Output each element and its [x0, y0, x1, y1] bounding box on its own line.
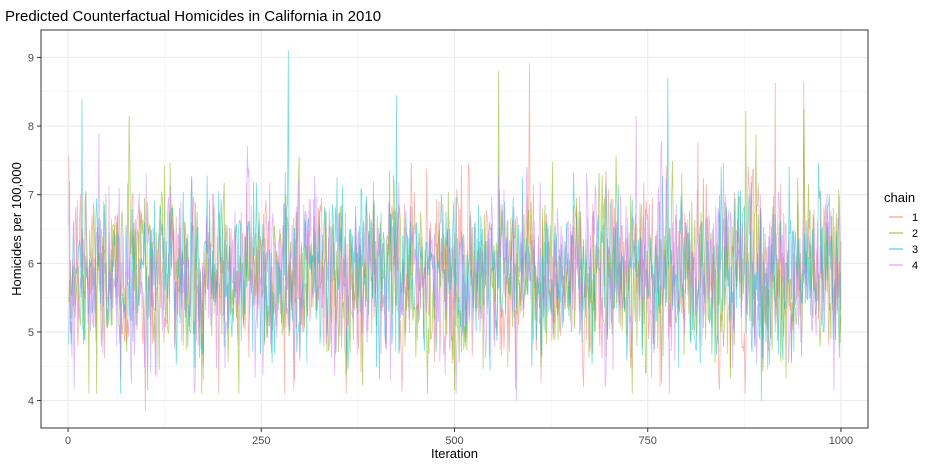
y-tick-label: 4: [28, 396, 34, 408]
y-tick-label: 9: [28, 52, 34, 64]
trace-line-chain-4: [68, 115, 842, 401]
x-tick-label: 750: [639, 435, 657, 447]
x-tick-label: 500: [445, 435, 463, 447]
y-axis: 4 5 6 7 8 9: [28, 52, 41, 408]
legend-label-chain-1: 1: [912, 212, 918, 224]
x-axis: 0 250 500 750 1000: [65, 428, 853, 447]
x-axis-label: Iteration: [431, 446, 478, 461]
legend-label-chain-4: 4: [912, 260, 918, 272]
y-tick-label: 8: [28, 121, 34, 133]
trace-lines: [68, 50, 842, 411]
y-tick-label: 5: [28, 327, 34, 339]
y-axis-label: Homicides per 100,000: [9, 162, 24, 296]
legend-label-chain-3: 3: [912, 244, 918, 256]
x-tick-label: 0: [65, 435, 71, 447]
legend: chain 1 2 3 4: [884, 190, 918, 272]
legend-label-chain-2: 2: [912, 228, 918, 240]
chart-title: Predicted Counterfactual Homicides in Ca…: [5, 8, 381, 25]
x-tick-label: 1000: [829, 435, 853, 447]
y-tick-label: 7: [28, 190, 34, 202]
x-tick-label: 250: [252, 435, 270, 447]
legend-title: chain: [884, 190, 915, 205]
y-tick-label: 6: [28, 258, 34, 270]
